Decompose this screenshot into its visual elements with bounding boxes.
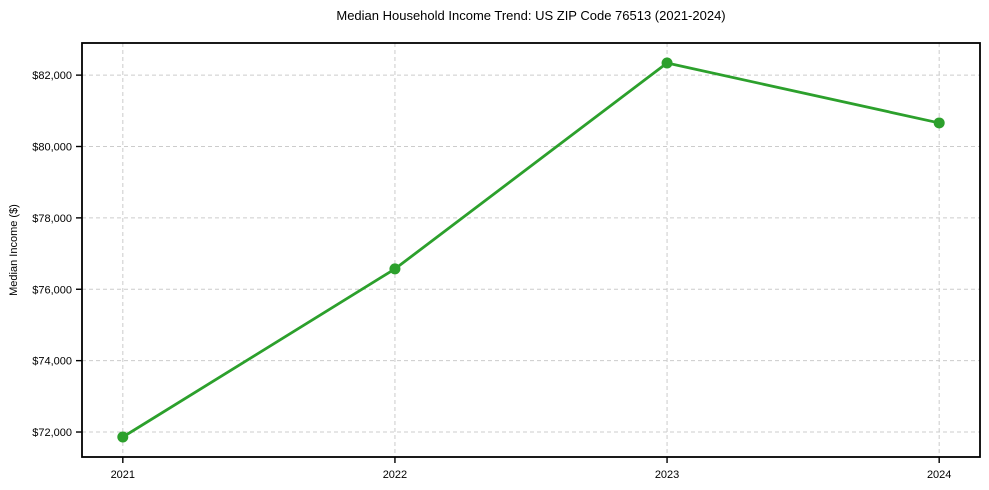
x-tick-label: 2023 (655, 469, 679, 481)
data-point-2022 (389, 263, 401, 275)
y-tick-label: $78,000 (32, 213, 72, 225)
y-tick-label: $72,000 (32, 427, 72, 439)
trend-line (121, 61, 941, 439)
plot-border (81, 42, 981, 458)
y-tick-label: $80,000 (32, 142, 72, 154)
chart-title: Median Household Income Trend: US ZIP Co… (336, 8, 726, 23)
data-point-2023 (661, 57, 673, 69)
y-tick-label: $74,000 (32, 356, 72, 368)
data-point-2024 (933, 117, 945, 129)
data-point-2021 (117, 431, 129, 443)
x-tick-label: 2022 (383, 469, 407, 481)
x-tick-label: 2021 (111, 469, 135, 481)
x-tick-label: 2024 (927, 469, 951, 481)
y-tick-label: $82,000 (32, 70, 72, 82)
y-tick-label: $76,000 (32, 284, 72, 296)
